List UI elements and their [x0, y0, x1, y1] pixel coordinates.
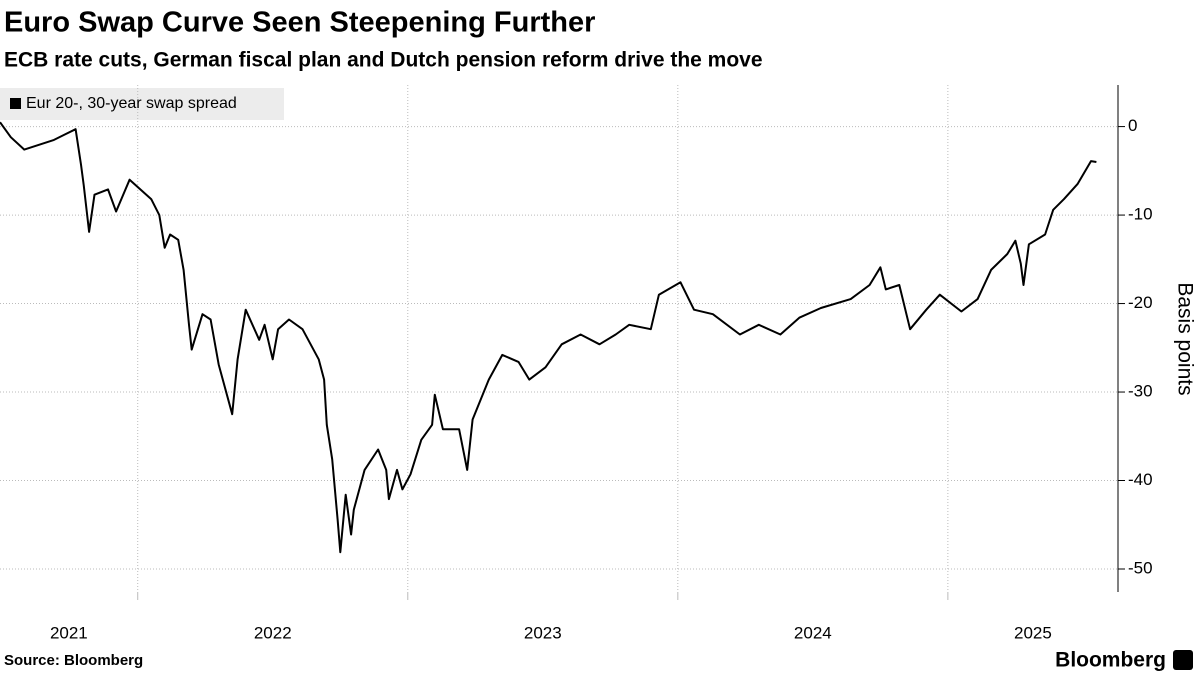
y-tick-label: -10	[1128, 205, 1153, 224]
brand: Bloomberg	[1055, 649, 1166, 672]
x-tick-label: 2023	[524, 623, 562, 642]
x-tick-label: 2024	[794, 623, 832, 642]
legend-label: Eur 20-, 30-year swap spread	[26, 95, 237, 112]
y-tick-label: -20	[1128, 293, 1153, 312]
chart-title: Euro Swap Curve Seen Steepening Further	[4, 7, 595, 39]
source: Source: Bloomberg	[4, 652, 143, 669]
x-tick-label: 2025	[1014, 623, 1052, 642]
brand-icon	[1173, 650, 1193, 670]
y-tick-label: -30	[1128, 382, 1153, 401]
x-tick-label: 2021	[50, 623, 88, 642]
y-tick-label: -50	[1128, 558, 1153, 577]
y-axis-label: Basis points	[1173, 282, 1196, 395]
legend-box	[0, 88, 284, 120]
x-tick-label: 2022	[254, 623, 292, 642]
y-tick-label: 0	[1128, 116, 1137, 135]
data-line	[0, 121, 1097, 554]
y-tick-label: -40	[1128, 470, 1153, 489]
legend-swatch	[10, 98, 21, 109]
chart-subtitle: ECB rate cuts, German fiscal plan and Du…	[4, 49, 763, 72]
